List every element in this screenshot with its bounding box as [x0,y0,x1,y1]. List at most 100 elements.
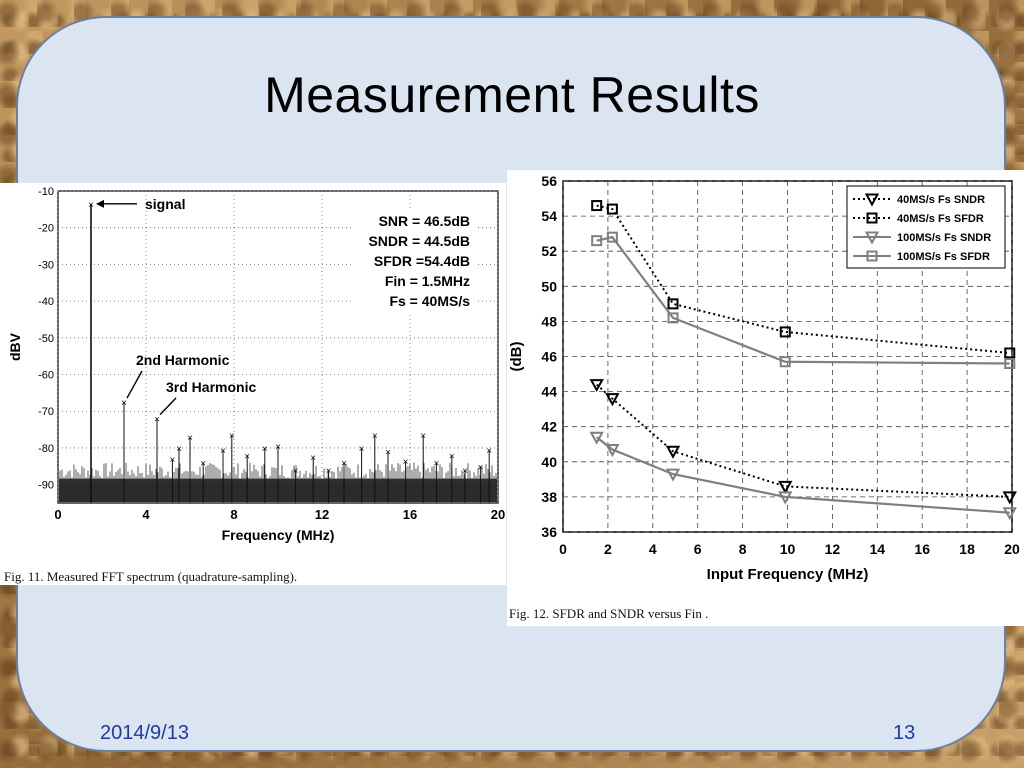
fft-stat-line: SNDR = 44.5dB [368,233,470,249]
fft-spur-marker: × [154,415,160,426]
sfdr-x-tick: 20 [1004,541,1020,557]
fft-y-tick: -70 [38,406,54,418]
series-marker [778,491,793,505]
series-marker [606,203,618,215]
sfdr-y-tick: 50 [541,278,557,294]
series-marker [667,298,679,310]
sfdr-y-tick: 36 [541,524,557,540]
sfdr-x-tick: 8 [739,541,747,557]
fft-spur-marker: × [293,466,299,477]
fft-x-tick: 4 [142,507,150,522]
series-marker [665,468,681,482]
fft-spur-marker: × [88,200,94,211]
sfdr-caption: Fig. 12. SFDR and SNDR versus Fin . [509,606,708,622]
fft-spur-marker: × [462,466,468,477]
fft-stat-line: Fin = 1.5MHz [385,273,470,289]
fft-spur-marker: × [433,459,439,470]
fft-spur-marker: × [244,451,250,462]
sfdr-y-tick: 52 [541,243,557,259]
series-marker [1004,347,1016,359]
fft-spur-marker: × [169,455,175,466]
fft-x-label: Frequency (MHz) [222,527,335,543]
series-marker [1004,358,1016,370]
sfdr-x-tick: 4 [649,541,657,557]
legend-marker [866,212,878,224]
sfdr-y-label: (dB) [508,342,525,372]
signal-arrowhead [96,199,104,208]
fft-spur-marker: × [486,446,492,457]
signal-label: signal [145,196,185,212]
slide-title: Measurement Results [264,67,760,123]
fft-y-tick: -20 [38,223,54,235]
fft-spur-marker: × [372,431,378,442]
fft-spur-marker: × [326,466,332,477]
sfdr-x-tick: 12 [825,541,841,557]
fft-y-label: dBV [7,332,23,361]
fft-spur-marker: × [176,444,182,455]
fft-y-tick: -80 [38,443,54,455]
series-marker [591,235,603,247]
fft-spur-marker: × [220,446,226,457]
slide-number: 13 [893,722,916,744]
fft-chart: 0 4 8 12 16 20 -10 -20 -30 -40 -50 -60 -70 -80 -90 Freq… [7,186,505,543]
legend-label: 40MS/s Fs SNDR [897,194,985,206]
legend-marker [864,231,880,245]
fft-caption: Fig. 11. Measured FFT spectrum (quadratu… [4,569,298,584]
fft-y-tick: -40 [38,296,54,308]
second-harmonic-label: 2nd Harmonic [136,352,230,368]
series-marker [778,480,793,494]
legend-marker [866,250,878,262]
fft-y-tick: -30 [38,259,54,271]
fft-spur-marker: × [359,444,365,455]
series-marker [779,356,791,368]
fft-spur-marker: × [121,398,127,409]
series-marker [665,445,681,459]
sfdr-y-tick: 40 [541,454,557,470]
fft-figure: 0 4 8 12 16 20 -10 -20 -30 -40 -50 -60 -70 -80 -90 Freq… [0,183,506,585]
legend-label: 100MS/s Fs SFDR [897,251,990,263]
sfdr-x-tick: 14 [870,541,886,557]
third-harmonic-arrow [159,397,177,416]
fft-x-tick: 0 [54,507,61,522]
fft-spur-marker: × [420,431,426,442]
fft-y-tick: -50 [38,333,54,345]
series-marker [667,312,679,324]
sfdr-caption-text: Fig. 12. SFDR and SNDR versus Fin . [509,606,709,621]
fft-spur-marker: × [310,453,316,464]
fft-spur-marker: × [200,459,206,470]
fft-spur-marker: × [262,444,268,455]
series-marker [591,200,603,212]
legend-label: 100MS/s Fs SNDR [897,232,991,244]
fft-spur-marker: × [275,442,281,453]
sfdr-figure: 0 2 4 6 8 10 12 14 16 18 20 36 38 40 42 44 46 48 50 52 54 56 I… [507,170,1024,626]
fft-x-tick: 12 [315,507,329,522]
series-marker [1002,491,1017,505]
fft-stats-box [352,209,478,313]
series-marker [606,231,618,243]
sfdr-x-label: Input Frequency (MHz) [707,566,869,583]
fft-stat-line: SFDR =54.4dB [374,253,470,269]
series-marker [1002,507,1017,521]
series-marker [589,431,604,445]
second-harmonic-arrow [126,370,143,399]
sfdr-y-tick: 38 [541,489,557,505]
sfdr-chart: 0 2 4 6 8 10 12 14 16 18 203638404244464850525456I… [508,173,1020,583]
sfdr-x-tick: 2 [604,541,612,557]
series-marker [779,326,791,338]
sfdr-y-tick: 42 [541,419,557,435]
series-marker [605,393,620,407]
third-harmonic-label: 3rd Harmonic [166,379,256,395]
fft-spur-marker: × [229,431,235,442]
fft-x-tick: 20 [491,507,505,522]
legend-marker [864,193,880,207]
fft-spur-marker: × [449,451,455,462]
fft-spur-marker: × [385,448,391,459]
fft-spur-marker: × [187,433,193,444]
sfdr-x-tick: 16 [914,541,930,557]
sfdr-x-tick: 0 [559,541,567,557]
sfdr-y-tick: 46 [541,349,557,365]
sfdr-y-tick: 56 [541,173,557,189]
fft-y-tick: -90 [38,480,54,492]
fft-spur-marker: × [341,459,347,470]
fft-stat-line: Fs = 40MS/s [389,293,470,309]
